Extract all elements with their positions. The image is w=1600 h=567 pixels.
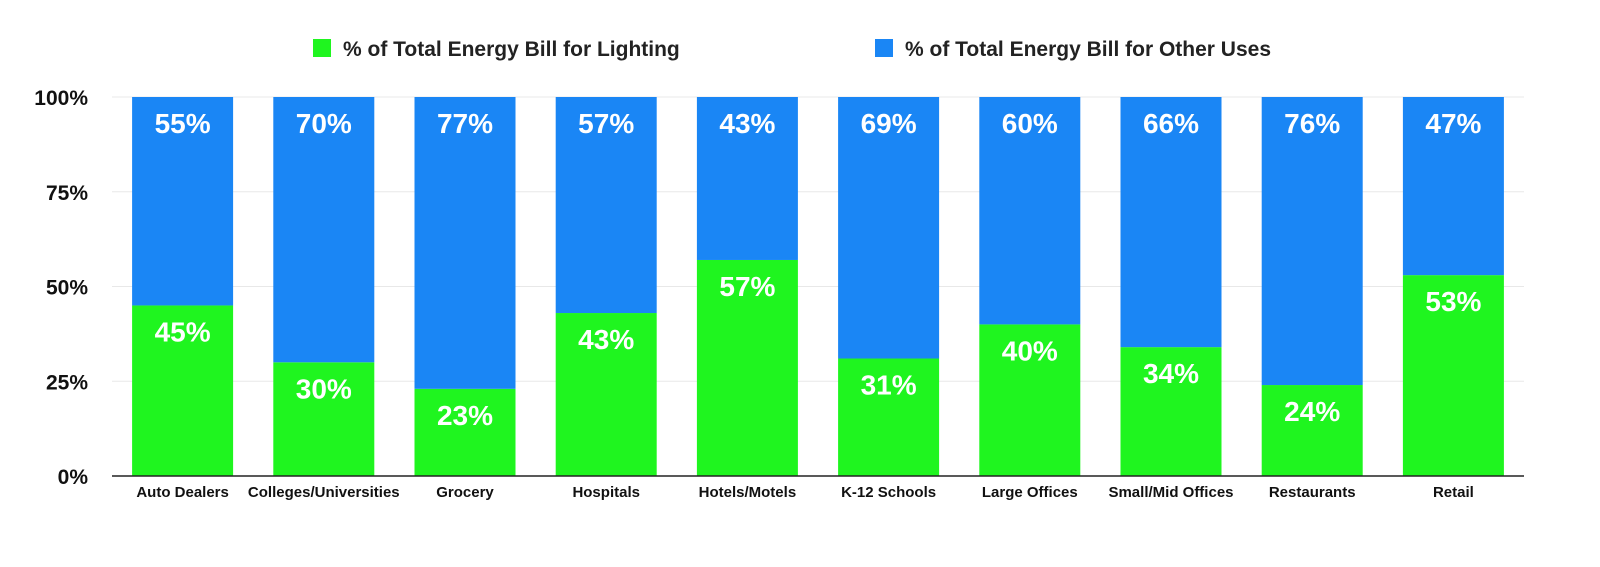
legend: % of Total Energy Bill for Lighting % of … <box>313 38 1271 61</box>
data-label-other-uses: 55% <box>155 108 211 139</box>
data-label-other-uses: 60% <box>1002 108 1058 139</box>
data-label-other-uses: 69% <box>861 108 917 139</box>
axes: 0% 25% 50% 75% 100% Auto Dealers Colleges/Univ… <box>34 87 1524 501</box>
bar-segment-lighting <box>979 324 1081 476</box>
x-tick-label: Hotels/Motels <box>699 484 797 501</box>
data-label-other-uses: 76% <box>1284 108 1340 139</box>
data-label-lighting: 23% <box>437 400 493 431</box>
data-label-other-uses: 57% <box>578 108 634 139</box>
bar-segment-lighting <box>132 305 234 476</box>
x-tick-label: Large Offices <box>982 484 1078 501</box>
x-tick-label: Restaurants <box>1269 484 1356 501</box>
x-tick-label: Hospitals <box>572 484 640 501</box>
x-tick-label: Small/Mid Offices <box>1108 484 1233 501</box>
legend-label-other-uses: % of Total Energy Bill for Other Uses <box>905 38 1271 61</box>
bar-segment-other-uses <box>1120 97 1222 348</box>
bar-segment-other-uses <box>979 97 1081 325</box>
data-label-lighting: 31% <box>861 370 917 401</box>
legend-swatch-other-uses <box>875 39 893 57</box>
data-label-other-uses: 43% <box>719 108 775 139</box>
bar-segment-lighting <box>273 362 375 476</box>
data-label-lighting: 34% <box>1143 358 1199 389</box>
data-label-lighting: 53% <box>1425 286 1481 317</box>
bar-segment-lighting <box>414 388 516 476</box>
bar-segment-other-uses <box>838 97 940 359</box>
bar-segment-lighting <box>1261 385 1363 476</box>
x-tick-label: Retail <box>1433 484 1474 501</box>
y-tick-label: 50% <box>46 277 88 300</box>
bar-segment-lighting <box>1120 347 1222 476</box>
bar-segment-lighting <box>555 313 657 476</box>
data-label-lighting: 40% <box>1002 335 1058 366</box>
data-label-other-uses: 70% <box>296 108 352 139</box>
data-label-other-uses: 47% <box>1425 108 1481 139</box>
y-tick-label: 100% <box>34 87 88 110</box>
y-tick-label: 75% <box>46 182 88 205</box>
bar-segment-other-uses <box>132 97 234 306</box>
x-tick-label: Colleges/Universities <box>248 484 400 501</box>
bar-segment-other-uses <box>273 97 375 363</box>
bars <box>132 97 1504 476</box>
x-tick-label: Grocery <box>436 484 494 501</box>
bar-segment-other-uses <box>555 97 657 314</box>
bar-segment-other-uses <box>414 97 516 389</box>
y-tick-label: 0% <box>58 466 89 489</box>
x-tick-label: Auto Dealers <box>136 484 229 501</box>
legend-label-lighting: % of Total Energy Bill for Lighting <box>343 38 680 61</box>
data-label-lighting: 45% <box>155 316 211 347</box>
x-tick-label: K-12 Schools <box>841 484 936 501</box>
data-labels: 45% 55% 30% 70% 23% 77% 43% 57% 57% 43% 31% 69% 40% 6… <box>155 108 1482 431</box>
data-label-lighting: 43% <box>578 324 634 355</box>
legend-swatch-lighting <box>313 39 331 57</box>
bar-segment-other-uses <box>696 97 798 260</box>
data-label-lighting: 24% <box>1284 396 1340 427</box>
data-label-lighting: 57% <box>719 271 775 302</box>
bar-segment-lighting <box>1402 275 1504 476</box>
y-tick-label: 25% <box>46 371 88 394</box>
bar-segment-other-uses <box>1261 97 1363 386</box>
bar-segment-other-uses <box>1402 97 1504 276</box>
data-label-other-uses: 77% <box>437 108 493 139</box>
data-label-other-uses: 66% <box>1143 108 1199 139</box>
data-label-lighting: 30% <box>296 373 352 404</box>
bar-segment-lighting <box>838 358 940 476</box>
bar-segment-lighting <box>696 259 798 476</box>
